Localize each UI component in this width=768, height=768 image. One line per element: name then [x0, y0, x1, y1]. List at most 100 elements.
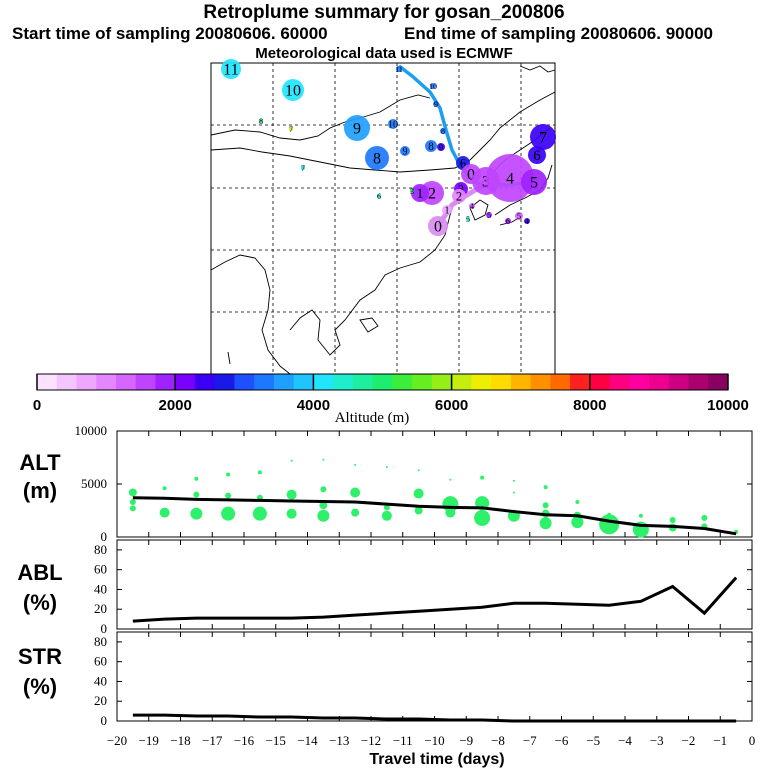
altitude-dot — [226, 472, 231, 477]
trajectory-marker — [440, 128, 446, 134]
altitude-dot — [512, 479, 515, 482]
colorbar-swatch — [194, 374, 216, 390]
trajectory-day-label: 2 — [428, 186, 436, 203]
colorbar-swatch — [214, 374, 235, 390]
trajectory-marker — [410, 189, 414, 193]
colorbar-swatch — [293, 374, 314, 390]
altitude-dot — [385, 466, 388, 469]
trajectory-marker — [282, 79, 304, 101]
altitude-dot — [417, 469, 420, 472]
altitude-dot — [512, 491, 515, 494]
panel-str: STR (%) 0 20 40 60 80 — [18, 631, 753, 728]
x-tick-label: −10 — [424, 733, 444, 748]
x-tick-label: −8 — [491, 733, 505, 748]
altitude-dot — [414, 506, 423, 515]
colorbar-swatch — [96, 374, 117, 390]
colorbar-swatch — [609, 374, 630, 390]
trajectory-day-label: 1 — [416, 186, 423, 202]
trajectory-day-label: 6 — [377, 192, 381, 201]
trajectory-day-label: 0 — [434, 219, 442, 236]
trajectory-day-label: 5 — [487, 211, 491, 220]
altitude-dot — [575, 500, 580, 505]
y-tick-label: 80 — [94, 542, 107, 557]
trajectory-day-label: 3 — [482, 174, 490, 191]
x-tick-label: −15 — [266, 733, 286, 748]
colorbar-swatch — [471, 374, 492, 390]
colorbar-swatch — [254, 374, 275, 390]
trajectory-day-label: 6 — [506, 217, 510, 226]
altitude-dot — [290, 459, 293, 462]
x-tick-label: −4 — [618, 733, 632, 748]
altitude-dot — [257, 470, 262, 475]
colorbar-swatch — [510, 374, 532, 390]
altitude-dot — [350, 487, 361, 498]
colorbar-swatch — [333, 374, 354, 390]
panel-frame — [116, 539, 753, 630]
trajectory-day-label: 8 — [373, 151, 381, 168]
panel-yunit: (%) — [23, 674, 57, 699]
altitude-dot — [542, 502, 549, 509]
trajectory-day-label: 9 — [439, 142, 444, 152]
trajectory-marker — [388, 119, 398, 129]
altitude-dot — [539, 517, 552, 530]
altitude-dot — [221, 506, 236, 521]
panel-yunit: (%) — [23, 590, 57, 615]
x-tick-label: −3 — [650, 733, 664, 748]
trajectory-marker — [221, 59, 241, 79]
colorbar-label: Altitude (m) — [335, 410, 410, 426]
colorbar: 0 2000 4000 6000 8000 10000 Altitude (m) — [33, 373, 749, 426]
altitude-dot — [354, 463, 357, 466]
trajectory-marker — [428, 216, 448, 236]
altitude-dot — [129, 499, 136, 506]
trajectory-day-label: 8 — [428, 141, 434, 153]
trajectory-marker — [505, 218, 511, 224]
series-line — [132, 713, 737, 723]
altitude-dot — [159, 507, 170, 518]
colorbar-swatch — [56, 374, 77, 390]
trajectory-marker — [425, 140, 437, 152]
trajectory-day-label: 0 — [467, 167, 475, 184]
trajectory-marker — [521, 169, 547, 195]
trajectory-marker — [259, 119, 263, 123]
altitude-dot — [701, 514, 708, 521]
trajectory-marker — [301, 166, 305, 170]
x-tick-label: −14 — [297, 733, 318, 748]
x-axis-label: Travel time (days) — [369, 751, 504, 768]
trajectory-marker — [515, 212, 523, 220]
trajectory-day-label: 10 — [285, 83, 301, 100]
y-tick-label: 20 — [94, 693, 107, 708]
colorbar-swatch — [37, 374, 58, 390]
altitude-dot — [286, 508, 297, 519]
trajectory-marker — [442, 205, 452, 215]
trajectory-marker — [344, 115, 370, 141]
altitude-dot — [599, 514, 620, 535]
altitude-dot — [383, 504, 390, 511]
x-tick-label: −2 — [682, 733, 696, 748]
trajectory-day-label: 4 — [506, 171, 514, 188]
x-tick-label: −11 — [393, 733, 413, 748]
trajectory-day-label: 11 — [395, 65, 403, 74]
colorbar-swatch — [372, 374, 393, 390]
altitude-dot — [474, 509, 491, 526]
x-tick-label: −17 — [202, 733, 223, 748]
trajectory-day-label: 10 — [388, 120, 398, 131]
altitude-dot — [669, 517, 676, 524]
trajectory-day-label: 5 — [530, 175, 538, 192]
y-tick-label: 40 — [94, 673, 107, 688]
trajectory-marker — [530, 124, 556, 150]
trajectory-day-label: 2 — [456, 189, 462, 203]
map-frame — [210, 62, 556, 375]
y-tick-label: 5000 — [81, 476, 107, 491]
colorbar-swatch — [135, 374, 156, 390]
x-tick-label: −18 — [170, 733, 190, 748]
colorbar-tick-label: 6000 — [435, 397, 468, 414]
trajectory-day-label: 8 — [441, 127, 445, 136]
panel-frame — [116, 430, 753, 538]
x-tick-label: −6 — [555, 733, 569, 748]
colorbar-swatch — [115, 374, 137, 390]
panel-ylabel: STR — [18, 644, 62, 669]
trajectory-marker — [486, 154, 534, 202]
y-tick-label: 0 — [101, 621, 108, 636]
trajectory-day-label: 10 — [429, 82, 437, 91]
colorbar-swatch — [649, 374, 670, 390]
